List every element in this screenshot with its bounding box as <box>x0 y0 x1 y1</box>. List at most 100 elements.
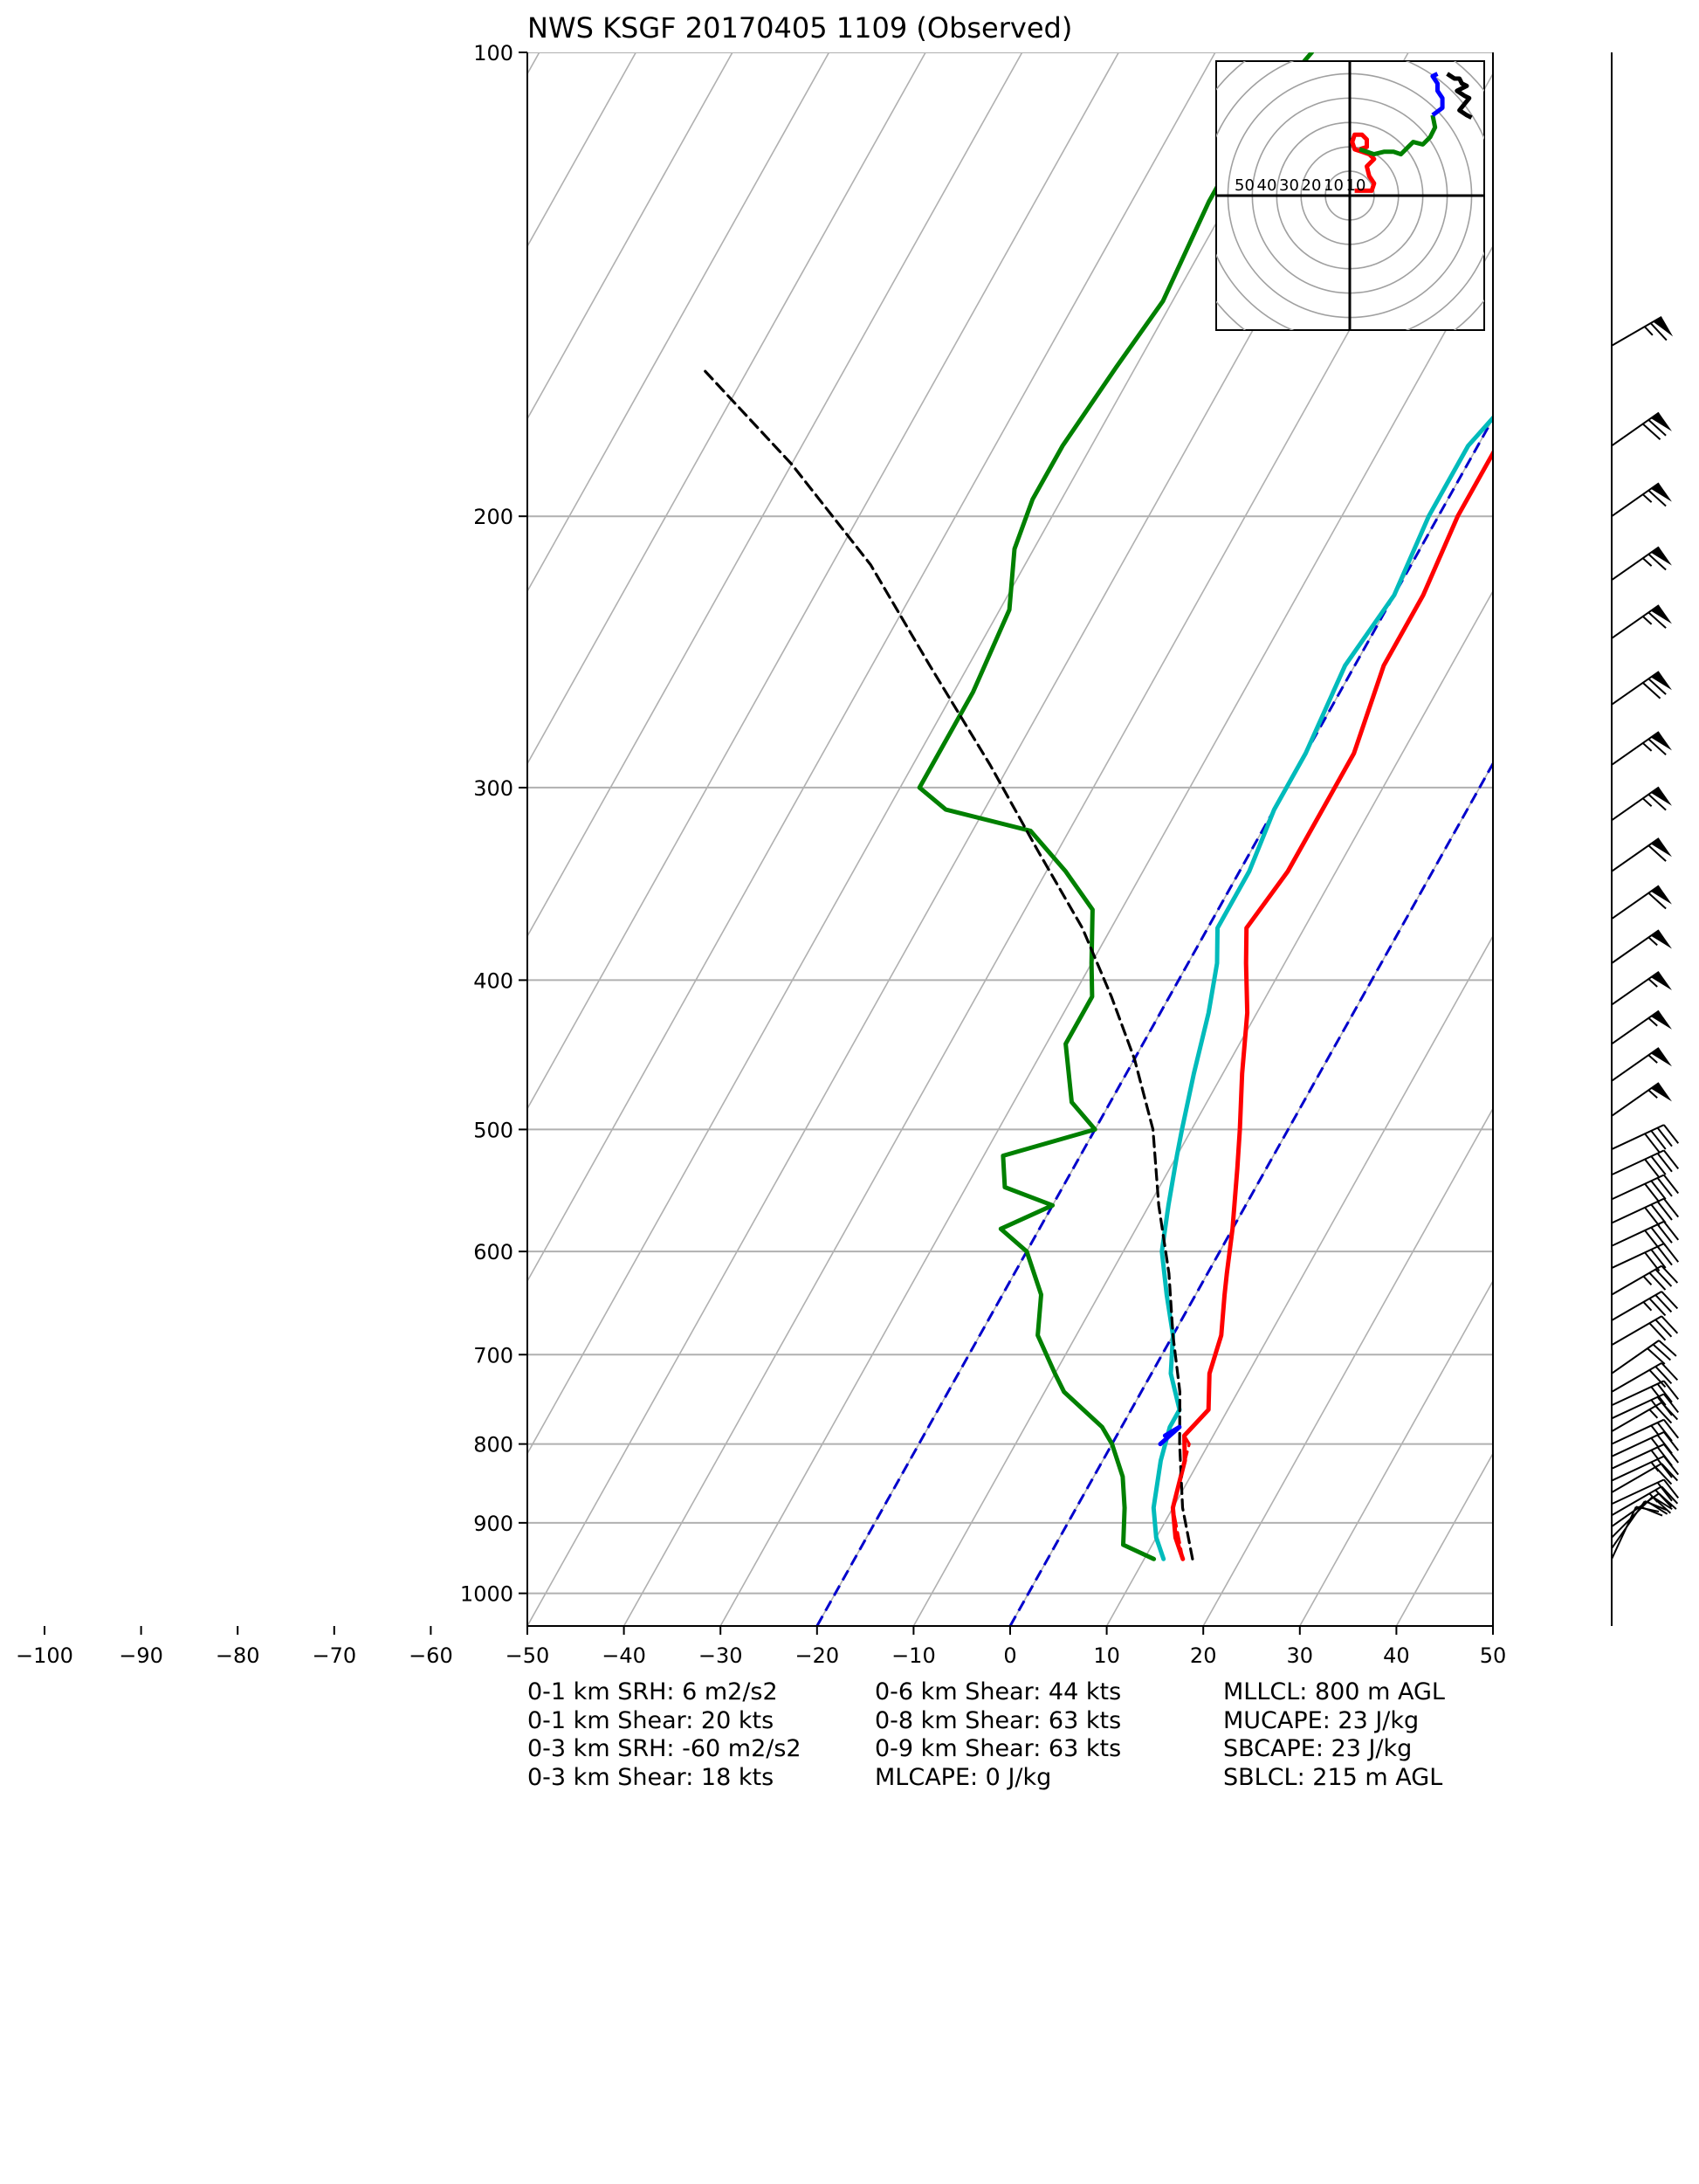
stat-shear-0-6km: 0-6 km Shear: 44 kts <box>875 1678 1122 1705</box>
y-tick-label: 600 <box>473 1240 513 1264</box>
x-tick-label: −30 <box>698 1643 743 1668</box>
wind-barb <box>1611 1197 1680 1227</box>
reference-isotherm <box>1008 761 1493 1626</box>
isotherm-gridline <box>1202 1106 1493 1626</box>
stats-column-deep-shear: 0-6 km Shear: 44 kts 0-8 km Shear: 63 kt… <box>875 1678 1121 1792</box>
wind-barb <box>1611 1149 1680 1179</box>
isotherm-gridline <box>1299 1279 1493 1626</box>
isotherm-gridline <box>527 52 1120 1111</box>
y-tick-label: 800 <box>473 1433 513 1457</box>
wind-barb <box>1611 482 1672 518</box>
stats-column-cape-lcl: MLLCL: 800 m AGL MUCAPE: 23 J/kg SBCAPE:… <box>1223 1678 1445 1792</box>
isotherm-gridline <box>527 52 1023 938</box>
y-tick-label: 200 <box>473 505 513 529</box>
isotherm-gridline <box>527 52 1313 1456</box>
wind-barb <box>1611 1124 1680 1153</box>
wind-barb <box>1611 1082 1672 1117</box>
wind-barb <box>1611 1478 1680 1505</box>
wind-barb <box>1611 1220 1680 1250</box>
wind-barb <box>1611 1009 1672 1045</box>
wind-barb <box>1611 1264 1679 1296</box>
hodograph-ring-label: 10 <box>1346 176 1366 195</box>
x-tick-label: −60 <box>409 1643 453 1668</box>
isotherm-gridline <box>527 52 540 76</box>
hodograph-ring-label: 40 <box>1257 176 1277 195</box>
x-tick-label: 0 <box>1003 1643 1016 1668</box>
stats-column-shear-srh: 0-1 km SRH: 6 m2/s2 0-1 km Shear: 20 kts… <box>527 1678 801 1792</box>
wind-barb <box>1611 546 1672 582</box>
wind-barb <box>1611 411 1672 447</box>
wind-barb <box>1611 885 1672 920</box>
stat-shear-0-1km: 0-1 km Shear: 20 kts <box>527 1706 774 1734</box>
x-tick-label: −50 <box>506 1643 550 1668</box>
hodograph: 50 40 30 20 10 10 <box>1216 61 1484 330</box>
hodograph-ring-label: 20 <box>1302 176 1322 195</box>
stat-srh-0-3km: 0-3 km SRH: -60 m2/s2 <box>527 1735 801 1762</box>
y-tick-label: 100 <box>473 41 513 65</box>
y-tick-label: 700 <box>473 1343 513 1368</box>
isotherm-gridline <box>1105 934 1493 1626</box>
stat-sblcl: SBLCL: 215 m AGL <box>1223 1763 1443 1791</box>
wind-barb <box>1611 1361 1679 1393</box>
wind-barb <box>1611 1418 1680 1445</box>
stat-mlcape: MLCAPE: 0 J/kg <box>875 1763 1052 1791</box>
hodograph-series-2 <box>1430 72 1445 117</box>
x-tick-label: 20 <box>1190 1643 1217 1668</box>
x-tick-label: −90 <box>119 1643 163 1668</box>
stat-shear-0-3km: 0-3 km Shear: 18 kts <box>527 1763 774 1791</box>
wind-barb <box>1611 1047 1672 1082</box>
wind-barb <box>1611 786 1672 822</box>
wind-barb <box>1611 1380 1680 1407</box>
x-tick-label: −100 <box>16 1643 73 1668</box>
y-tick-label: 300 <box>473 776 513 801</box>
x-tick-label: 10 <box>1093 1643 1120 1668</box>
profile-series-3 <box>699 365 1194 1560</box>
wind-barb <box>1611 671 1672 706</box>
y-tick-label: 400 <box>473 968 513 993</box>
profile-series-5 <box>1158 1424 1182 1447</box>
profile-series-0 <box>1170 448 1493 1561</box>
isotherm-gridline <box>527 52 926 766</box>
y-tick-label: 1000 <box>460 1582 513 1607</box>
wind-barb <box>1611 970 1672 1006</box>
wind-barb <box>1611 1243 1680 1271</box>
isotherm-gridline <box>912 589 1493 1626</box>
wind-barb <box>1611 1340 1677 1374</box>
reference-isotherm <box>815 416 1493 1626</box>
wind-barb <box>1611 1496 1673 1539</box>
wind-barb <box>1611 1393 1680 1420</box>
isotherm-gridline <box>527 52 830 593</box>
wind-barb <box>1611 1291 1679 1321</box>
y-tick-label: 500 <box>473 1118 513 1142</box>
stat-shear-0-9km: 0-9 km Shear: 63 kts <box>875 1735 1122 1762</box>
profile-series-2 <box>917 52 1314 1561</box>
profile-series-4 <box>1171 1434 1191 1560</box>
x-tick-label: −40 <box>602 1643 646 1668</box>
x-tick-label: 40 <box>1383 1643 1410 1668</box>
stat-srh-0-1km: 0-1 km SRH: 6 m2/s2 <box>527 1678 778 1705</box>
isotherm-gridline <box>527 52 637 248</box>
stat-mllcl: MLLCL: 800 m AGL <box>1223 1678 1445 1705</box>
wind-barb <box>1611 604 1672 639</box>
hodograph-ring-label: 10 <box>1324 176 1344 195</box>
y-tick-label: 900 <box>473 1512 513 1536</box>
wind-barb <box>1611 731 1672 766</box>
x-tick-label: −80 <box>216 1643 260 1668</box>
x-tick-label: −70 <box>312 1643 356 1668</box>
wind-barb <box>1611 1402 1679 1432</box>
wind-barb <box>1611 1315 1679 1347</box>
hodograph-ring-label: 30 <box>1279 176 1299 195</box>
stat-mucape: MUCAPE: 23 J/kg <box>1223 1706 1420 1734</box>
wind-barb <box>1611 837 1672 872</box>
x-tick-label: −10 <box>891 1643 936 1668</box>
isotherm-gridline <box>527 52 733 421</box>
isotherm-gridline <box>527 52 1216 1283</box>
hodograph-ring-label: 50 <box>1235 176 1255 195</box>
wind-barb <box>1611 1485 1679 1517</box>
stat-shear-0-8km: 0-8 km Shear: 63 kts <box>875 1706 1122 1734</box>
hodograph-series-3 <box>1446 72 1473 120</box>
chart-title: NWS KSGF 20170405 1109 (Observed) <box>527 11 1072 45</box>
x-tick-label: 30 <box>1287 1643 1314 1668</box>
